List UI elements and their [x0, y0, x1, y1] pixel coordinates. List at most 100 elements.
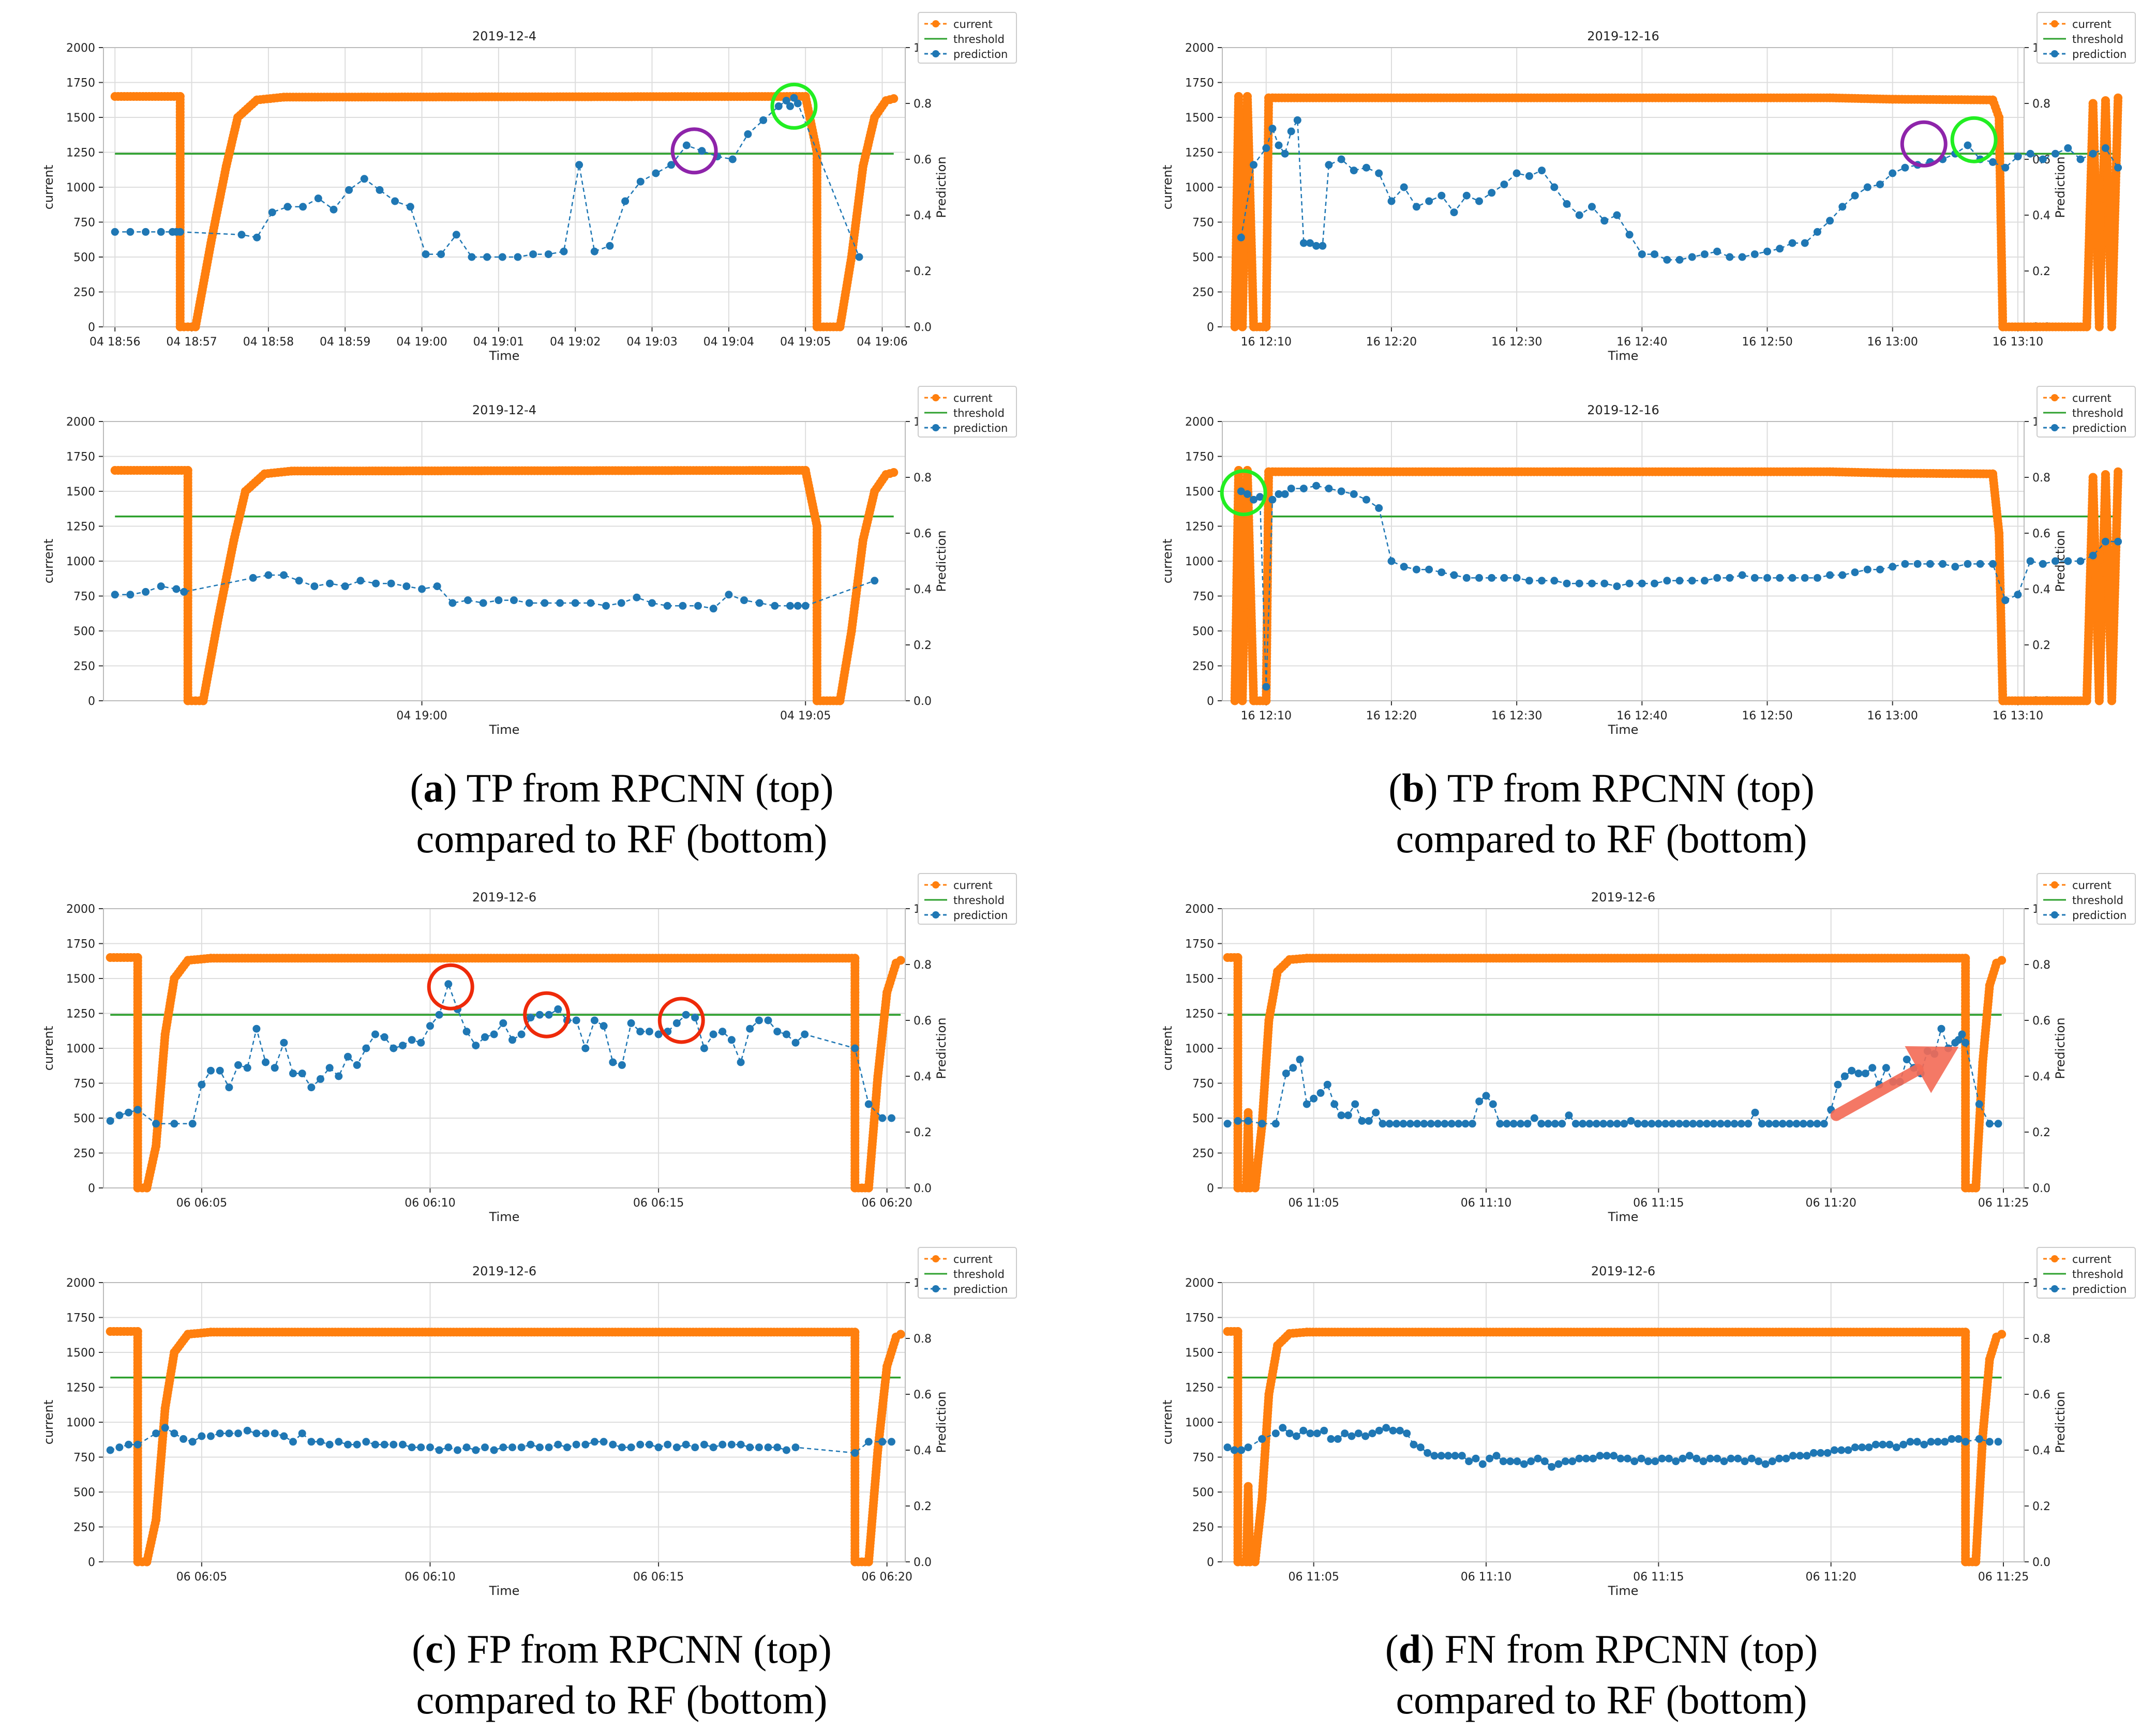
prediction-point	[587, 599, 595, 607]
current-point	[2114, 467, 2123, 476]
x-tick-label: 04 18:56	[89, 336, 140, 349]
current-point	[889, 468, 899, 477]
legend-marker	[2051, 424, 2058, 431]
plot-frame	[103, 47, 906, 327]
y-tick-label: 1500	[66, 973, 95, 986]
y-tick-label: 2000	[1185, 416, 1214, 429]
y-tick-label: 1250	[66, 1008, 95, 1021]
prediction-point	[1688, 253, 1696, 261]
highlight-circle-purple	[1900, 120, 1948, 168]
legend-label: current	[953, 18, 993, 31]
y-tick-label: 1250	[1185, 147, 1214, 160]
prediction-point	[387, 579, 395, 588]
prediction-point	[216, 1066, 224, 1075]
prediction-point	[621, 197, 630, 205]
prediction-point	[262, 1058, 270, 1066]
prediction-point	[1939, 560, 1947, 568]
prediction-point	[1319, 242, 1327, 250]
prediction-point	[268, 208, 276, 217]
legend-label: threshold	[2072, 407, 2123, 419]
prediction-point	[718, 1028, 727, 1036]
current-point	[889, 94, 899, 103]
prediction-point	[2026, 557, 2034, 565]
prediction-point	[801, 1030, 809, 1038]
x-tick-label: 04 19:01	[473, 336, 524, 349]
prediction-point	[2026, 149, 2034, 158]
legend-label: prediction	[953, 909, 1008, 922]
prediction-line	[1240, 118, 2119, 261]
prediction-point	[1287, 485, 1295, 493]
y-tick-label: 750	[1192, 591, 1214, 604]
prediction-point	[1462, 191, 1471, 200]
prediction-point	[353, 1061, 361, 1069]
x-tick-label: 04 18:59	[320, 336, 370, 349]
prediction-point	[243, 1064, 251, 1072]
prediction-point	[791, 1038, 800, 1047]
prediction-point	[2014, 153, 2022, 161]
y-tick-label: 250	[1192, 660, 1214, 673]
x-tick-label: 16 12:50	[1742, 710, 1792, 722]
y-tick-label: 1500	[66, 1347, 95, 1360]
chart-title: 2019-12-4	[472, 29, 536, 43]
prediction-point	[280, 1038, 288, 1047]
y-tick-label: 1500	[1185, 112, 1214, 125]
y-tick-label: 750	[73, 217, 95, 230]
legend-label: current	[2072, 392, 2112, 404]
y-tick-label: 1000	[1185, 182, 1214, 194]
prediction-point	[483, 253, 491, 261]
y-tick-label: 0	[88, 321, 95, 334]
x-tick-label: 06 06:15	[633, 1571, 684, 1584]
x-axis-label: Time	[489, 349, 520, 363]
prediction-point	[362, 1044, 370, 1052]
prediction-point	[786, 102, 794, 110]
prediction-point	[1901, 560, 1909, 568]
prediction-point	[417, 1038, 425, 1047]
prediction-point	[1788, 239, 1796, 247]
prediction-point	[376, 186, 384, 194]
prediction-point	[698, 147, 706, 155]
y-tick-label: 1750	[1185, 77, 1214, 90]
chart-title: 2019-12-16	[1587, 403, 1659, 417]
prediction-point	[1838, 571, 1847, 579]
prediction-point	[1801, 574, 1809, 582]
y-tick-label: 500	[1192, 251, 1214, 264]
prediction-point	[1538, 167, 1546, 175]
y-tick-label: 750	[73, 1078, 95, 1091]
prediction-point	[472, 1042, 480, 1050]
x-axis-label: Time	[489, 1210, 520, 1224]
y-tick-label: 0	[88, 1556, 95, 1569]
y-tick-label: 500	[73, 251, 95, 264]
prediction-point	[1475, 197, 1483, 205]
y2-tick-label: 0.8	[2032, 472, 2050, 485]
prediction-point	[264, 571, 273, 579]
prediction-point	[1337, 155, 1345, 163]
y2-tick-label: 0.4	[914, 209, 932, 222]
prediction-point	[801, 601, 810, 610]
prediction-point	[157, 228, 165, 236]
prediction-point	[1851, 568, 1859, 577]
prediction-point	[1375, 504, 1383, 512]
y-tick-label: 250	[73, 1522, 95, 1534]
y2-tick-label: 0.0	[914, 1556, 932, 1569]
y-tick-label: 1500	[66, 112, 95, 125]
prediction-point	[618, 1061, 626, 1069]
prediction-point	[237, 231, 246, 239]
prediction-point	[1600, 579, 1609, 588]
prediction-point	[1750, 574, 1759, 582]
prediction-point	[390, 1044, 398, 1052]
prediction-point	[1325, 161, 1333, 169]
y2-tick-label: 0.2	[914, 639, 932, 652]
prediction-point	[855, 253, 863, 261]
prediction-point	[1513, 169, 1521, 177]
x-tick-label: 04 19:02	[550, 336, 601, 349]
prediction-point	[180, 588, 188, 596]
prediction-point	[2076, 557, 2085, 565]
prediction-point	[1600, 217, 1609, 225]
prediction-point	[142, 228, 150, 236]
prediction-point	[525, 599, 533, 607]
y-tick-label: 500	[73, 1486, 95, 1499]
y-axis-label: current	[41, 539, 56, 584]
y-tick-label: 1750	[66, 451, 95, 464]
